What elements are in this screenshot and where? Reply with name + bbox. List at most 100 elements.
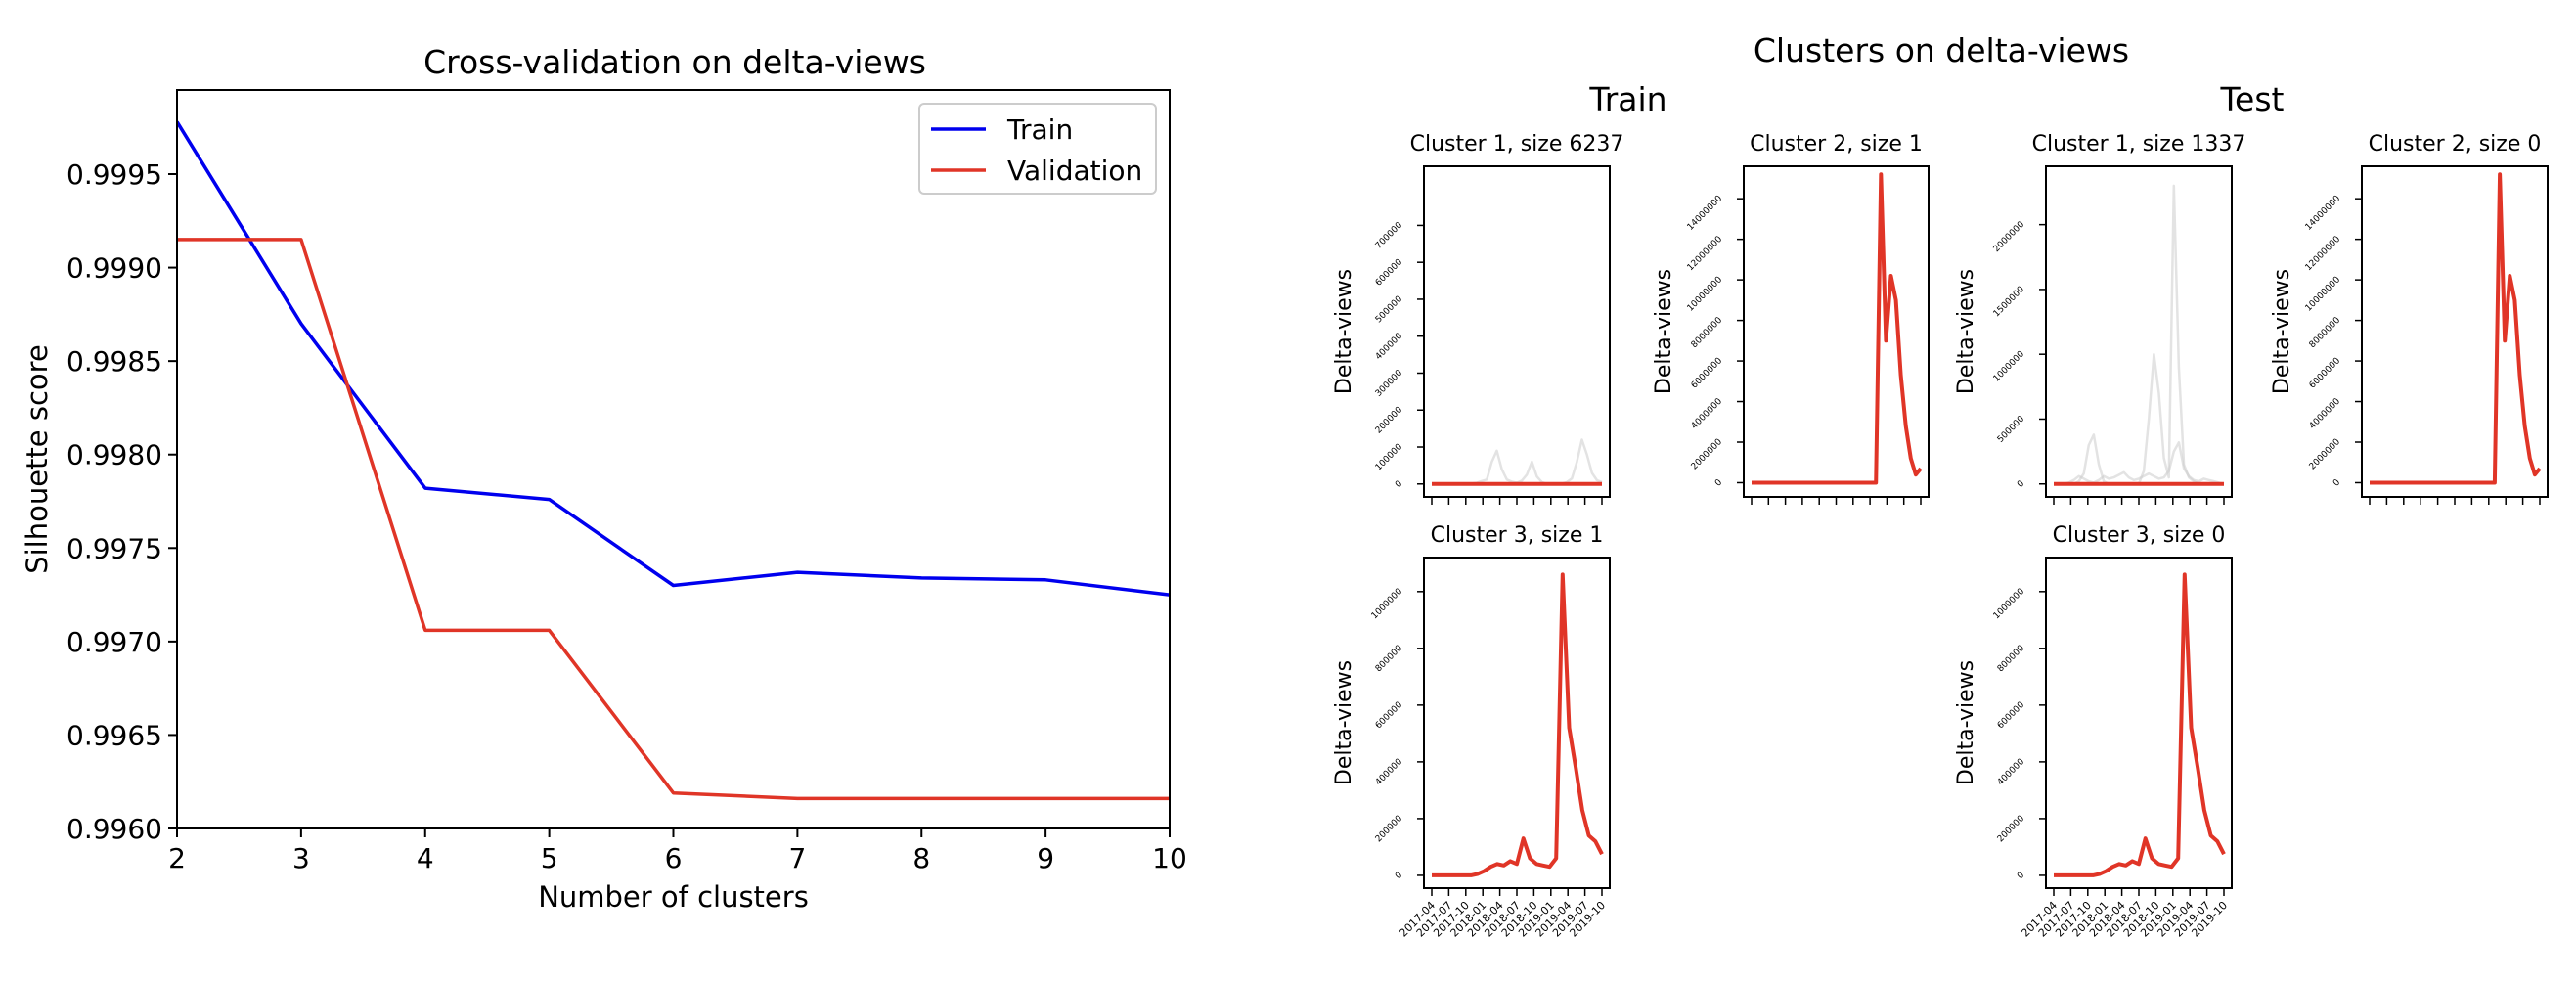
cluster-axes-frame: [2361, 165, 2549, 498]
y-tick-label: 0.9970: [67, 626, 162, 658]
cluster-y-tick-label: 8000000: [2308, 315, 2343, 350]
x-tick-label: 4: [417, 842, 434, 874]
cluster-y-tick-label: 0: [2016, 871, 2026, 881]
cluster-y-tick-label: 600000: [1996, 700, 2027, 732]
cluster-y-tick-label: 0: [1394, 479, 1404, 490]
cluster-member-line: [2054, 441, 2225, 485]
cluster-axes-frame: [1743, 165, 1930, 498]
cluster-title: Cluster 3, size 0: [2053, 523, 2226, 548]
cv-axes-frame: [176, 89, 1171, 829]
legend-label: Train: [1006, 113, 1073, 146]
left-chart-title: Cross-validation on delta-views: [423, 43, 926, 81]
right-figure-title: Clusters on delta-views: [1754, 31, 2129, 69]
cluster-y-tick-label: 200000: [1374, 405, 1405, 436]
cluster-y-tick-label: 4000000: [1690, 396, 1725, 431]
cluster-y-tick-label: 300000: [1374, 368, 1405, 399]
x-tick-label: 3: [292, 842, 310, 874]
cluster-title: Cluster 3, size 1: [1431, 523, 1604, 548]
cluster-y-axis-label: Delta-views: [1954, 269, 1978, 394]
cluster-y-axis-label: Delta-views: [1332, 269, 1356, 394]
cluster-centroid-line: [1432, 572, 1604, 877]
cluster-y-tick-label: 14000000: [2304, 194, 2343, 233]
cluster-y-tick-label: 800000: [1374, 644, 1405, 675]
cluster-y-tick-label: 8000000: [1690, 315, 1725, 350]
cluster-y-tick-label: 800000: [1996, 644, 2027, 675]
y-tick-label: 0.9960: [67, 813, 162, 845]
cluster-y-tick-label: 700000: [1374, 220, 1405, 251]
cluster-y-tick-label: 2000000: [1992, 220, 2027, 255]
cluster-axes-frame: [2045, 165, 2233, 498]
cluster-y-tick-label: 500000: [1996, 414, 2027, 445]
cluster-y-axis-label: Delta-views: [1954, 660, 1978, 785]
y-tick-label: 0.9995: [67, 158, 162, 191]
x-tick-label: 6: [665, 842, 683, 874]
cluster-title: Cluster 1, size 6237: [1410, 132, 1624, 157]
cluster-centroid-line: [2054, 572, 2226, 877]
cluster-y-tick-label: 2000000: [2308, 437, 2343, 472]
cluster-y-tick-label: 1000000: [1992, 349, 2027, 384]
cluster-panel: Cluster 2, size 0 0 2000000 4000000 6000000 8…: [2270, 132, 2549, 505]
cluster-title: Cluster 2, size 1: [1750, 132, 1923, 157]
cluster-y-tick-label: 10000000: [1686, 275, 1725, 314]
cluster-title: Cluster 1, size 1337: [2032, 132, 2246, 157]
y-tick-label: 0.9980: [67, 439, 162, 471]
legend-label: Validation: [1007, 155, 1142, 187]
y-tick-label: 0.9985: [67, 345, 162, 378]
cluster-y-axis-label: Delta-views: [2270, 269, 2294, 394]
x-tick-label: 7: [788, 842, 806, 874]
cluster-member-line: [1432, 438, 1603, 486]
cluster-y-tick-label: 600000: [1374, 700, 1405, 732]
y-tick-label: 0.9975: [67, 532, 162, 564]
cluster-y-tick-label: 200000: [1996, 814, 2027, 845]
cluster-y-tick-label: 100000: [1374, 442, 1405, 473]
cluster-y-tick-label: 400000: [1374, 332, 1405, 363]
cluster-y-tick-label: 1000000: [1992, 587, 2027, 622]
cluster-y-tick-label: 10000000: [2304, 275, 2343, 314]
cluster-panel: Cluster 1, size 1337 0 500000 1000000 150000…: [1954, 132, 2245, 505]
cluster-y-tick-label: 12000000: [2304, 235, 2343, 274]
y-axis-label: Silhouette score: [21, 344, 54, 574]
x-tick-label: 10: [1152, 842, 1187, 874]
y-tick-label: 0.9990: [67, 252, 162, 285]
cluster-y-tick-label: 1000000: [1370, 587, 1405, 622]
train-group-heading: Train: [1588, 80, 1666, 118]
cluster-panel: Cluster 2, size 1 0 2000000 4000000 6000000 8…: [1652, 132, 1930, 505]
cluster-title: Cluster 2, size 0: [2369, 132, 2542, 157]
cluster-y-tick-label: 14000000: [1686, 194, 1725, 233]
cluster-axes-frame: [2045, 557, 2233, 889]
cluster-y-tick-label: 6000000: [2308, 356, 2343, 391]
cluster-y-axis-label: Delta-views: [1652, 269, 1676, 394]
x-tick-label: 9: [1037, 842, 1054, 874]
x-tick-label: 5: [541, 842, 558, 874]
x-tick-label: 8: [912, 842, 930, 874]
y-tick-label: 0.9965: [67, 719, 162, 751]
cluster-y-tick-label: 600000: [1374, 257, 1405, 289]
cluster-y-tick-label: 1500000: [1992, 285, 2027, 320]
cluster-panel: Cluster 3, size 0 0 200000 400000 600000 8000…: [1954, 523, 2233, 940]
x-axis-label: Number of clusters: [538, 880, 809, 914]
cluster-y-tick-label: 4000000: [2308, 396, 2343, 431]
cluster-axes-frame: [1423, 165, 1611, 498]
test-group-heading: Test: [2220, 80, 2285, 118]
cluster-centroid-line: [1752, 172, 1923, 485]
cv-chart: 2 3 4 5 6 7 8 9 10 0.9995 0.9990 0.9985 0.9980 0.9975…: [21, 89, 1187, 914]
cluster-y-tick-label: 0: [1713, 477, 1724, 488]
cluster-y-tick-label: 6000000: [1690, 356, 1725, 391]
cluster-y-axis-label: Delta-views: [1332, 660, 1356, 785]
x-tick-label: 2: [168, 842, 186, 874]
cluster-y-tick-label: 500000: [1374, 294, 1405, 326]
series-line-validation: [177, 238, 1170, 801]
cluster-y-tick-label: 12000000: [1686, 235, 1725, 274]
cluster-member-line: [2054, 184, 2224, 485]
cluster-y-tick-label: 400000: [1996, 757, 2027, 788]
cluster-y-tick-label: 0: [1394, 871, 1404, 881]
cluster-y-tick-label: 2000000: [1690, 437, 1725, 472]
cluster-y-tick-label: 0: [2016, 479, 2026, 490]
cluster-panel: Cluster 1, size 6237 0 100000 200000 300000 4…: [1332, 132, 1623, 505]
cluster-y-tick-label: 400000: [1374, 757, 1405, 788]
cluster-axes-frame: [1423, 557, 1611, 889]
cluster-panel: Cluster 3, size 1 0 200000 400000 600000 8000…: [1332, 523, 1611, 940]
cluster-y-tick-label: 200000: [1374, 814, 1405, 845]
